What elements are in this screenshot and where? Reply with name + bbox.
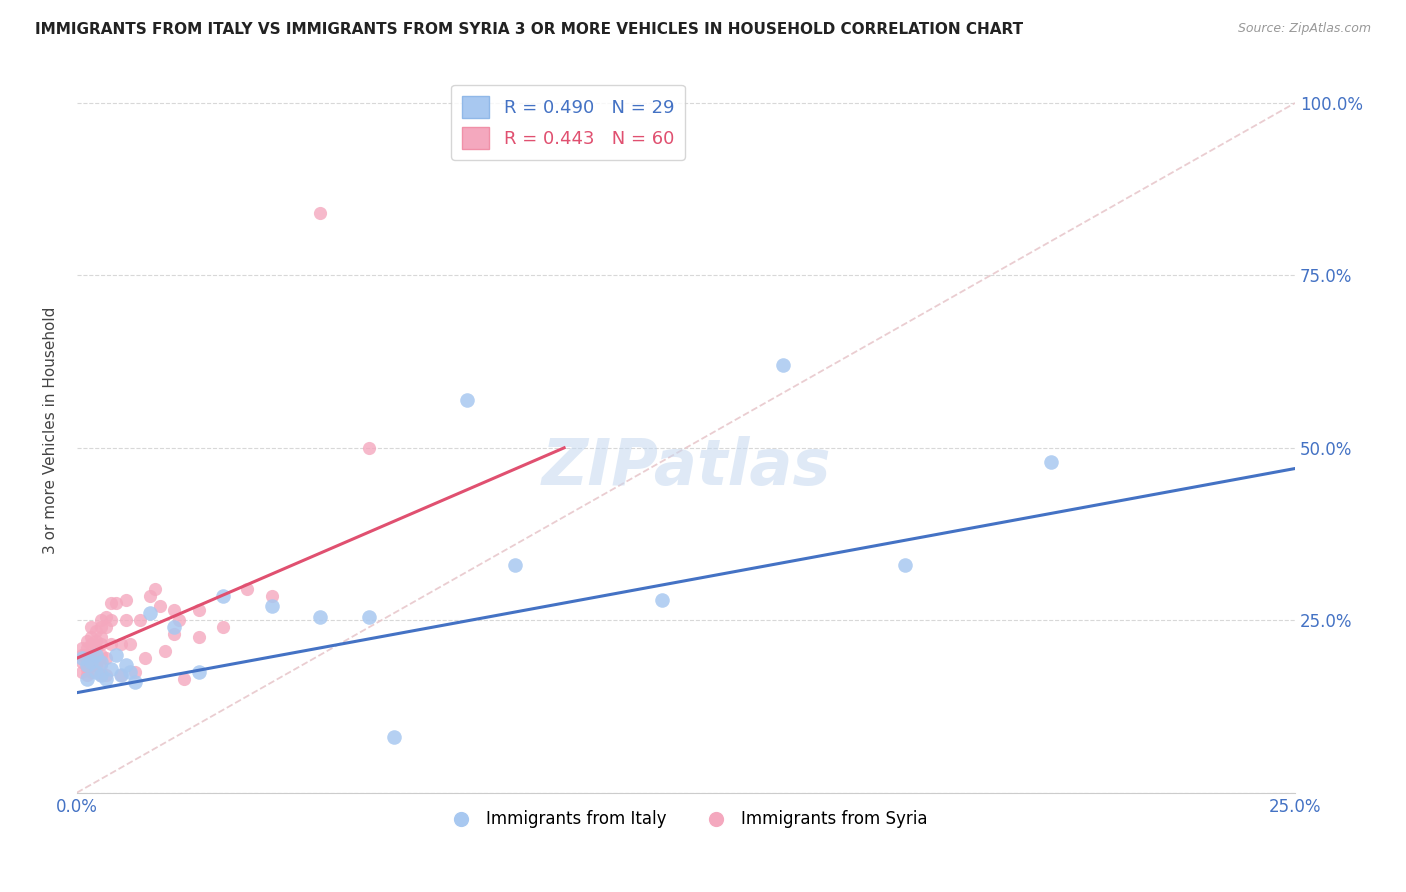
Point [70, 640, 93, 655]
Point [94, 609, 117, 624]
Point [260, 599, 283, 614]
Point [894, 558, 917, 572]
Point [90, 637, 112, 651]
Point [76, 655, 98, 669]
Point [110, 668, 132, 682]
Point [80, 655, 103, 669]
Point [76, 658, 98, 673]
Point [212, 620, 235, 634]
Point [382, 731, 405, 745]
Point [114, 613, 136, 627]
Point [70, 665, 93, 679]
Point [86, 624, 108, 638]
Point [90, 668, 112, 682]
Point [187, 603, 209, 617]
Point [80, 620, 103, 634]
Point [80, 631, 103, 645]
Point [260, 589, 283, 603]
Point [80, 637, 103, 651]
Point [86, 648, 108, 662]
Point [212, 589, 235, 603]
Point [309, 609, 332, 624]
Point [110, 637, 132, 651]
Point [124, 675, 146, 690]
Point [76, 640, 98, 655]
Point [76, 634, 98, 648]
Point [651, 592, 673, 607]
Point [76, 648, 98, 662]
Point [114, 592, 136, 607]
Point [139, 589, 162, 603]
Point [76, 672, 98, 686]
Point [90, 668, 112, 682]
Y-axis label: 3 or more Vehicles in Household: 3 or more Vehicles in Household [44, 307, 58, 554]
Point [90, 658, 112, 673]
Point [80, 658, 103, 673]
Point [94, 672, 117, 686]
Point [359, 609, 381, 624]
Point [163, 603, 186, 617]
Point [139, 607, 162, 621]
Point [94, 668, 117, 682]
Point [70, 651, 93, 665]
Point [104, 648, 127, 662]
Point [110, 668, 132, 682]
Point [772, 358, 794, 372]
Point [100, 637, 122, 651]
Point [167, 613, 190, 627]
Point [1040, 455, 1063, 469]
Point [90, 613, 112, 627]
Point [94, 651, 117, 665]
Point [187, 631, 209, 645]
Point [86, 648, 108, 662]
Point [120, 637, 142, 651]
Point [100, 596, 122, 610]
Point [104, 596, 127, 610]
Point [86, 658, 108, 673]
Text: Source: ZipAtlas.com: Source: ZipAtlas.com [1237, 22, 1371, 36]
Point [90, 631, 112, 645]
Point [456, 392, 478, 407]
Point [173, 672, 195, 686]
Text: ZIPatlas: ZIPatlas [541, 436, 831, 498]
Point [100, 613, 122, 627]
Point [80, 648, 103, 662]
Point [90, 655, 112, 669]
Point [114, 658, 136, 673]
Point [80, 655, 103, 669]
Point [70, 655, 93, 669]
Point [163, 627, 186, 641]
Point [505, 558, 527, 572]
Point [76, 668, 98, 682]
Point [100, 661, 122, 675]
Point [124, 665, 146, 679]
Point [143, 582, 166, 597]
Point [86, 665, 108, 679]
Point [149, 599, 172, 614]
Legend: Immigrants from Italy, Immigrants from Syria: Immigrants from Italy, Immigrants from S… [437, 804, 935, 835]
Point [70, 648, 93, 662]
Point [309, 206, 332, 220]
Point [90, 620, 112, 634]
Point [236, 582, 259, 597]
Point [90, 648, 112, 662]
Point [76, 661, 98, 675]
Point [86, 634, 108, 648]
Point [80, 665, 103, 679]
Point [359, 441, 381, 455]
Point [153, 644, 176, 658]
Point [163, 620, 186, 634]
Point [134, 651, 156, 665]
Point [129, 613, 152, 627]
Point [120, 665, 142, 679]
Text: IMMIGRANTS FROM ITALY VS IMMIGRANTS FROM SYRIA 3 OR MORE VEHICLES IN HOUSEHOLD C: IMMIGRANTS FROM ITALY VS IMMIGRANTS FROM… [35, 22, 1024, 37]
Point [187, 665, 209, 679]
Point [94, 620, 117, 634]
Point [86, 640, 108, 655]
